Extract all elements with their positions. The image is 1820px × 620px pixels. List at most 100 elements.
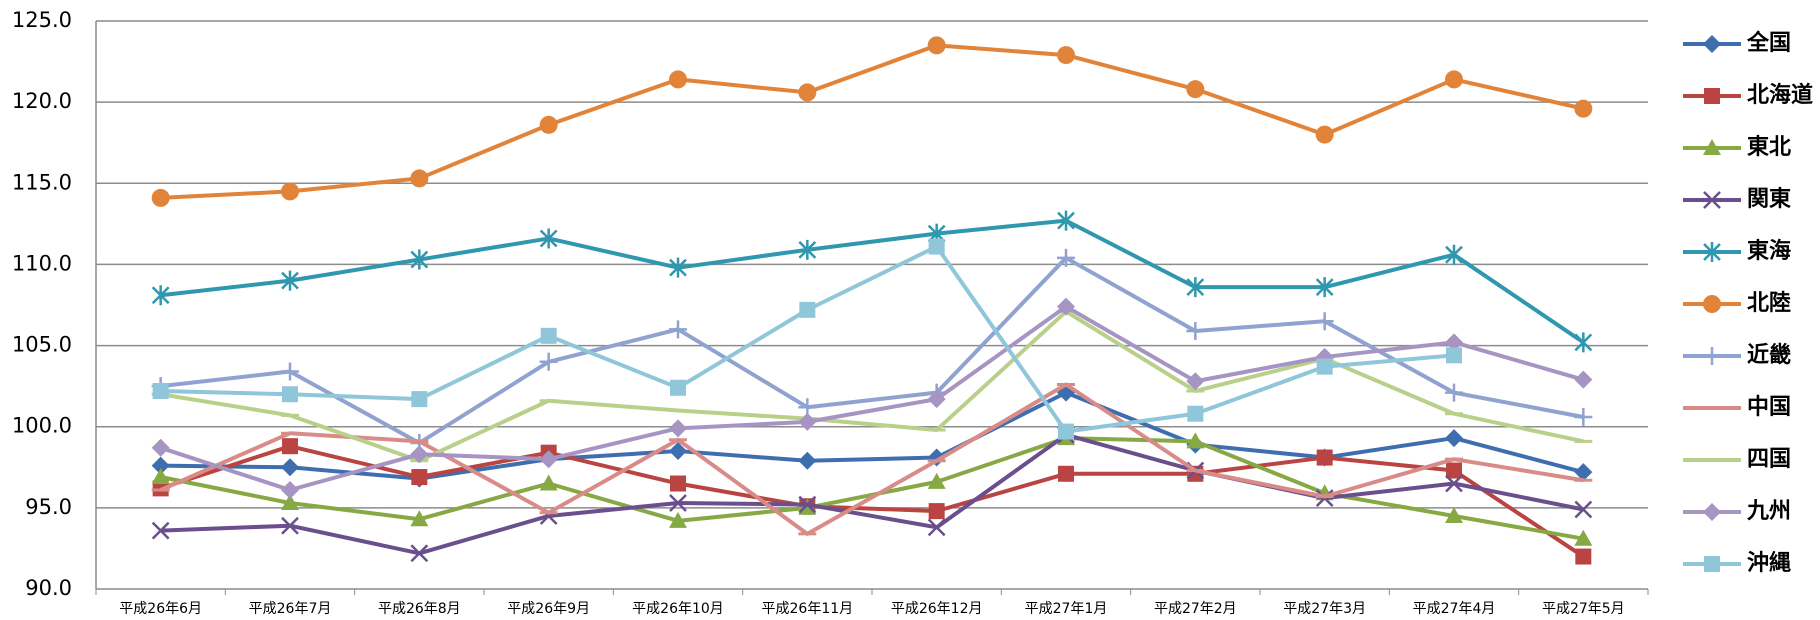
marker — [928, 503, 945, 520]
marker — [151, 521, 170, 540]
marker — [1057, 248, 1075, 267]
marker — [1445, 70, 1463, 89]
marker — [1186, 432, 1205, 449]
marker — [152, 383, 169, 400]
marker — [1446, 347, 1462, 364]
legend-marker — [1704, 88, 1720, 104]
marker — [1316, 358, 1333, 375]
marker — [669, 419, 687, 438]
marker — [798, 83, 817, 102]
series-line — [160, 444, 1585, 559]
marker — [539, 474, 558, 491]
marker — [151, 468, 170, 485]
y-tick-label: 115.0 — [12, 170, 72, 194]
marker — [1315, 277, 1334, 298]
marker — [281, 493, 299, 510]
x-tick-label: 平成27年1月 — [1025, 601, 1108, 617]
marker — [927, 472, 946, 489]
x-tick-label: 平成27年3月 — [1283, 601, 1366, 617]
marker — [1186, 277, 1205, 298]
marker — [1186, 80, 1205, 99]
marker — [281, 516, 299, 535]
marker — [1574, 463, 1593, 482]
legend-marker — [1703, 139, 1721, 155]
marker — [410, 544, 429, 563]
marker — [281, 182, 299, 201]
series-line — [160, 390, 1584, 481]
marker — [669, 442, 687, 461]
marker — [151, 285, 170, 306]
marker — [670, 379, 686, 396]
marker — [1445, 333, 1463, 352]
marker — [282, 386, 298, 403]
legend-label: 北陸 — [1747, 290, 1791, 316]
marker — [1186, 321, 1205, 340]
legend-marker — [1703, 295, 1721, 313]
marker — [670, 475, 686, 492]
marker — [1574, 332, 1593, 353]
y-tick-label: 125.0 — [12, 8, 72, 32]
marker — [1574, 500, 1593, 519]
marker — [411, 469, 428, 486]
legend-marker — [1703, 503, 1721, 521]
marker — [281, 458, 299, 477]
marker — [1316, 449, 1333, 466]
marker — [151, 188, 170, 207]
marker — [669, 511, 687, 528]
marker — [1057, 46, 1075, 65]
y-tick-label: 110.0 — [12, 251, 72, 275]
marker — [411, 391, 428, 408]
marker — [1187, 405, 1204, 422]
marker — [927, 36, 946, 55]
x-tick-label: 平成26年12月 — [891, 601, 983, 617]
series-line — [160, 304, 1584, 493]
legend-marker — [1704, 556, 1720, 572]
marker — [1574, 370, 1593, 389]
marker — [151, 438, 170, 457]
marker — [281, 270, 299, 291]
series-line — [160, 309, 1584, 463]
marker — [799, 301, 816, 318]
x-tick-label: 平成26年9月 — [507, 601, 590, 617]
x-tick-label: 平成26年6月 — [119, 601, 202, 617]
legend-marker — [1703, 35, 1721, 53]
legend-label: 四国 — [1747, 447, 1791, 472]
marker — [539, 115, 558, 134]
legend-marker — [1703, 347, 1721, 365]
marker — [928, 238, 945, 255]
marker — [1057, 210, 1075, 231]
marker — [1574, 99, 1593, 118]
marker — [540, 327, 557, 344]
marker — [1058, 423, 1074, 440]
marker — [1057, 297, 1075, 316]
marker — [151, 456, 170, 475]
legend-label: 関東 — [1747, 187, 1791, 212]
x-tick-label: 平成26年7月 — [249, 601, 332, 617]
marker — [669, 494, 687, 512]
y-tick-label: 90.0 — [25, 576, 72, 600]
legend-label: 北海道 — [1747, 82, 1813, 108]
x-tick-label: 平成27年2月 — [1154, 601, 1237, 617]
marker — [539, 352, 558, 371]
marker — [927, 518, 946, 537]
x-tick-label: 平成27年4月 — [1413, 601, 1496, 617]
legend-marker — [1703, 191, 1721, 209]
series-line — [160, 436, 1584, 541]
x-tick-label: 平成27年5月 — [1542, 601, 1625, 617]
marker — [410, 169, 429, 188]
y-tick-label: 120.0 — [12, 89, 72, 113]
x-tick-label: 平成26年11月 — [762, 601, 854, 617]
series-line — [160, 255, 1584, 445]
marker — [1575, 548, 1592, 565]
marker — [669, 320, 687, 339]
legend-label: 近畿 — [1747, 342, 1791, 368]
marker — [798, 239, 817, 260]
series-line — [160, 43, 1584, 200]
marker — [410, 445, 429, 464]
marker — [1445, 506, 1463, 523]
legend-label: 中国 — [1747, 395, 1791, 420]
legend-label: 東海 — [1747, 238, 1791, 264]
marker — [1058, 465, 1074, 482]
marker — [410, 249, 429, 270]
